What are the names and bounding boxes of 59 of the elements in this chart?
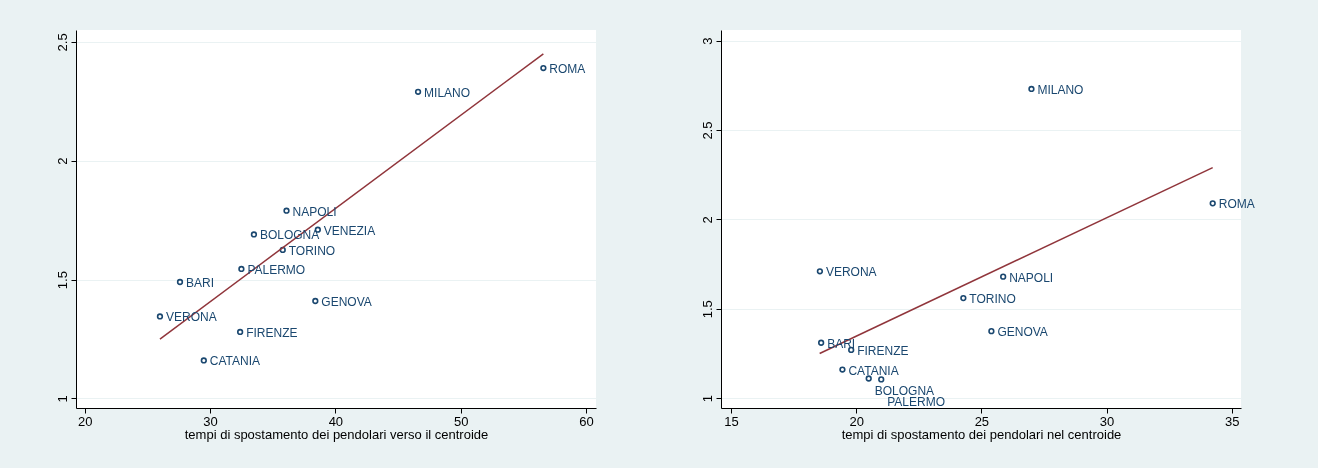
- y-tick-label: 2: [699, 216, 715, 224]
- x-tick-label: 15: [724, 413, 739, 429]
- annotation: CATANIA: [848, 363, 899, 378]
- x-tick-label: 40: [328, 413, 344, 429]
- annotation: VERONA: [825, 265, 877, 280]
- point: [312, 297, 319, 305]
- y-tick-label: 2.5: [699, 121, 715, 140]
- x-axis-title: tempi di spostamento dei pendolari verso il centroide: [184, 426, 489, 442]
- point: [865, 375, 872, 382]
- point: [238, 265, 245, 273]
- annotation: CATANIA: [209, 354, 261, 369]
- x-axis-title: tempi di spostamento dei pendolari nel centroide: [841, 426, 1122, 442]
- annotation: TORINO: [288, 243, 336, 258]
- point: [818, 339, 825, 346]
- annotation: BOLOGNA: [874, 383, 935, 398]
- point: [878, 376, 885, 383]
- point: [200, 357, 207, 364]
- y-tick-label: 1.5: [699, 300, 715, 319]
- point: [414, 88, 422, 95]
- point: [540, 64, 547, 72]
- y-tick-label: 1.5: [54, 271, 70, 290]
- point: [283, 207, 290, 214]
- annotation: FIRENZE: [857, 343, 909, 358]
- annotation: MILANO: [424, 85, 471, 100]
- y-tick-label: 3: [699, 37, 715, 45]
- x-tick-label: 30: [203, 413, 218, 429]
- annotation: GENOVA: [321, 295, 372, 310]
- point: [1028, 85, 1035, 93]
- annotation: BARI: [186, 276, 215, 290]
- point: [839, 366, 846, 373]
- x-tick-label: 50: [453, 413, 469, 429]
- x-tick-label: 60: [579, 413, 594, 429]
- point: [1000, 273, 1007, 280]
- x-tick-label: 25: [974, 413, 990, 429]
- point: [237, 328, 244, 336]
- annotation: MILANO: [1037, 82, 1084, 97]
- annotation: VENEZIA: [323, 223, 376, 238]
- point: [988, 328, 995, 335]
- x-tick-label: 20: [78, 413, 93, 429]
- x-tick-label: 30: [1099, 413, 1115, 429]
- annotation: PALERMO: [887, 395, 946, 410]
- x-tick-label: 35: [1225, 413, 1240, 429]
- y-tick-label: 1: [54, 395, 70, 403]
- y-tick-label: 2: [54, 157, 70, 165]
- annotation: ROMA: [1218, 197, 1255, 212]
- point: [250, 231, 258, 238]
- x-tick-label: 20: [849, 413, 864, 429]
- annotation: ROMA: [549, 62, 586, 77]
- point: [960, 294, 967, 302]
- annotation: NAPOLI: [1009, 270, 1054, 285]
- y-tick-label: 1: [699, 395, 715, 403]
- point: [1209, 200, 1216, 207]
- point: [156, 313, 164, 320]
- point: [816, 268, 824, 275]
- point: [176, 278, 184, 286]
- annotation: FIRENZE: [246, 325, 298, 340]
- y-tick-label: 2.5: [54, 33, 70, 52]
- annotation: TORINO: [969, 292, 1016, 307]
- annotation: GENOVA: [997, 325, 1048, 340]
